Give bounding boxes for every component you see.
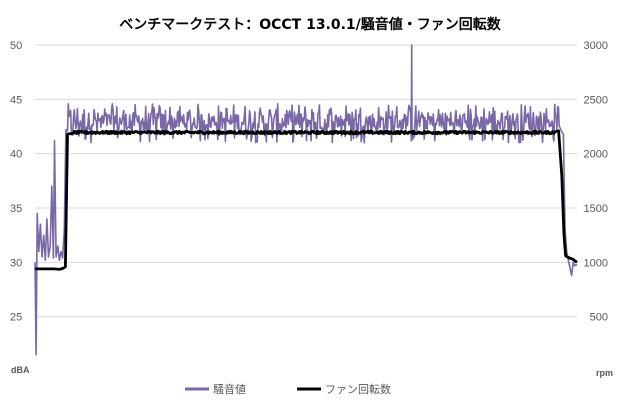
right-tick-label: 500 bbox=[590, 312, 608, 324]
plot-area bbox=[34, 44, 578, 356]
left-axis-unit: dBA bbox=[11, 365, 30, 375]
right-axis-unit: rpm bbox=[596, 368, 613, 378]
left-tick-label: 50 bbox=[10, 40, 22, 52]
right-tick-label: 1500 bbox=[584, 203, 608, 215]
left-tick-label: 30 bbox=[10, 257, 22, 269]
left-tick-label: 25 bbox=[10, 312, 22, 324]
legend-label-fan: ファン回転数 bbox=[325, 383, 391, 396]
right-tick-label: 2000 bbox=[584, 149, 608, 161]
left-tick-label: 45 bbox=[10, 94, 22, 106]
gridlines bbox=[35, 44, 577, 318]
left-tick-label: 40 bbox=[10, 149, 22, 161]
series-line-noise-dba bbox=[34, 44, 578, 356]
right-tick-label: 2500 bbox=[584, 94, 608, 106]
chart-title: ベンチマークテスト：OCCT 13.0.1/騒音値・ファン回転数 bbox=[119, 16, 502, 33]
legend-label-noise: 騒音値 bbox=[213, 382, 246, 396]
left-tick-label: 35 bbox=[10, 203, 22, 215]
legend: 騒音値 ファン回転数 bbox=[185, 382, 391, 396]
right-axis-ticks: 3000 2500 2000 1500 1000 500 bbox=[584, 40, 608, 324]
series-line-fan-rpm bbox=[35, 129, 578, 271]
right-tick-label: 1000 bbox=[584, 257, 608, 269]
left-axis-ticks: 50 45 40 35 30 25 bbox=[10, 40, 22, 324]
right-tick-label: 3000 bbox=[584, 40, 608, 52]
